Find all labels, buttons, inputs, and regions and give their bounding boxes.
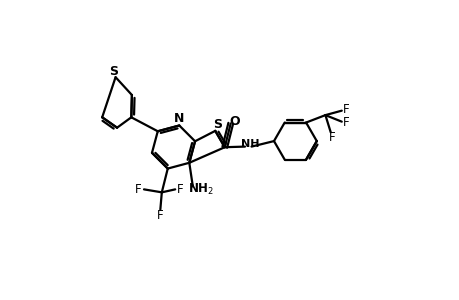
- Text: S: S: [108, 65, 118, 78]
- Text: O: O: [229, 115, 239, 128]
- Text: NH: NH: [241, 139, 259, 148]
- Text: F: F: [157, 209, 163, 222]
- Text: F: F: [328, 131, 335, 144]
- Text: F: F: [342, 103, 349, 116]
- Text: F: F: [176, 183, 183, 196]
- Text: F: F: [135, 183, 142, 196]
- Text: F: F: [342, 116, 349, 129]
- Text: S: S: [213, 118, 222, 131]
- Text: NH$_2$: NH$_2$: [188, 182, 213, 197]
- Text: N: N: [174, 112, 184, 124]
